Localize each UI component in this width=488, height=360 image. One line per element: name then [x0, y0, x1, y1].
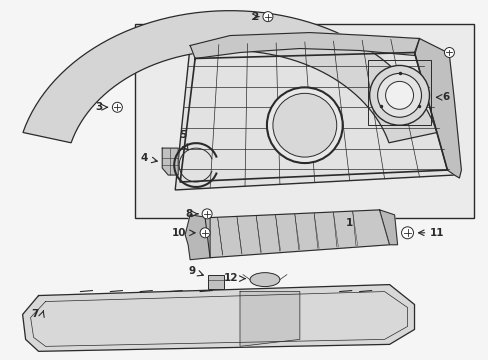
Bar: [208, 275, 224, 289]
Polygon shape: [22, 285, 414, 351]
Polygon shape: [175, 39, 453, 190]
Text: 2: 2: [250, 12, 258, 22]
Text: 10: 10: [171, 228, 186, 238]
Bar: [135, 24, 473, 218]
Text: 5: 5: [179, 130, 186, 140]
Circle shape: [112, 102, 122, 112]
Text: 11: 11: [428, 228, 443, 238]
Text: 3: 3: [95, 102, 102, 112]
Ellipse shape: [249, 273, 279, 287]
Text: 12: 12: [223, 273, 238, 283]
Polygon shape: [185, 215, 210, 260]
Circle shape: [401, 227, 413, 239]
Polygon shape: [240, 292, 299, 346]
Text: 8: 8: [184, 209, 192, 219]
Text: 4: 4: [141, 153, 148, 163]
Circle shape: [266, 87, 342, 163]
Polygon shape: [23, 11, 436, 143]
Bar: [367, 60, 430, 125]
Polygon shape: [204, 210, 389, 258]
Text: 6: 6: [442, 92, 449, 102]
Circle shape: [200, 228, 210, 238]
Circle shape: [263, 12, 272, 22]
Circle shape: [377, 73, 421, 117]
Polygon shape: [414, 39, 461, 178]
Circle shape: [272, 93, 336, 157]
Text: 1: 1: [346, 218, 353, 228]
Circle shape: [444, 48, 453, 58]
Text: 7: 7: [31, 310, 39, 319]
Circle shape: [202, 209, 212, 219]
Polygon shape: [162, 148, 178, 175]
Circle shape: [369, 66, 428, 125]
Polygon shape: [190, 32, 419, 58]
Circle shape: [385, 81, 413, 109]
Polygon shape: [379, 210, 397, 245]
Text: 9: 9: [187, 266, 195, 276]
